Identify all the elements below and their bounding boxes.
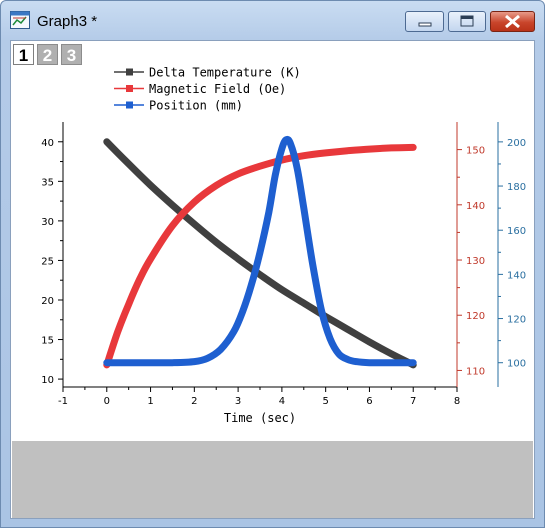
right-offset-y-tick-label: 180	[507, 182, 526, 193]
x-axis-title: Time (sec)	[224, 411, 296, 425]
layer-tab-2[interactable]: 2	[37, 44, 58, 65]
x-tick-label: 0	[104, 396, 110, 407]
right-y-tick-label: 120	[466, 311, 485, 322]
right-y-tick-label: 140	[466, 201, 485, 212]
legend-marker	[126, 68, 133, 76]
window-title: Graph3 *	[37, 13, 98, 30]
minimize-icon	[418, 22, 432, 27]
legend-marker	[126, 85, 133, 92]
left-y-tick-label: 35	[41, 177, 54, 188]
right-offset-y-tick-label: 120	[507, 315, 526, 326]
maximize-button[interactable]	[448, 11, 486, 32]
layer-tab-3[interactable]: 3	[61, 44, 82, 65]
right-y-tick-label: 110	[466, 366, 485, 377]
x-tick-label: 2	[191, 396, 197, 407]
series-delta-temperature[interactable]	[103, 138, 417, 369]
left-y-tick-label: 25	[41, 256, 54, 267]
layer-tab-1[interactable]: 1	[13, 44, 34, 65]
x-tick-label: 5	[322, 396, 328, 407]
close-icon	[505, 14, 520, 29]
x-tick-label: -1	[58, 396, 68, 407]
x-tick-label: 1	[147, 396, 153, 407]
x-tick-label: 7	[410, 396, 416, 407]
x-tick-label: 3	[235, 396, 241, 407]
right-offset-y-tick-label: 200	[507, 138, 526, 149]
graph-canvas-area: 1 2 3 -1 0 1 2 3 4 5 6 7 8 Time (sec) 10 15 20 25 30 35 4…	[10, 40, 535, 519]
graph-window-icon	[10, 11, 30, 29]
left-y-tick-label: 20	[41, 296, 54, 307]
right-y-tick-label: 130	[466, 256, 485, 267]
minimize-button[interactable]	[405, 11, 444, 32]
right-offset-y-tick-label: 140	[507, 270, 526, 281]
left-y-tick-label: 10	[41, 375, 54, 386]
close-button[interactable]	[490, 11, 535, 32]
maximize-icon	[460, 15, 474, 27]
left-y-tick-label: 30	[41, 217, 54, 228]
right-y-tick-label: 150	[466, 146, 485, 157]
right-offset-y-tick-label: 100	[507, 359, 526, 370]
series-position[interactable]	[103, 135, 417, 367]
right-offset-y-tick-label: 160	[507, 226, 526, 237]
series-magnetic-field[interactable]	[103, 143, 417, 369]
title-bar[interactable]: Graph3 *	[1, 1, 544, 39]
x-tick-label: 4	[279, 396, 285, 407]
page-margin	[12, 441, 533, 518]
x-tick-label: 8	[454, 396, 460, 407]
x-tick-label: 6	[366, 396, 372, 407]
legend-entry-label: Position (mm)	[149, 99, 243, 113]
legend-entry-label: Delta Temperature (K)	[149, 66, 301, 80]
left-y-tick-label: 40	[41, 138, 54, 149]
legend-entry-label: Magnetic Field (Oe)	[149, 82, 286, 96]
legend-marker	[126, 101, 133, 109]
left-y-tick-label: 15	[41, 336, 54, 347]
